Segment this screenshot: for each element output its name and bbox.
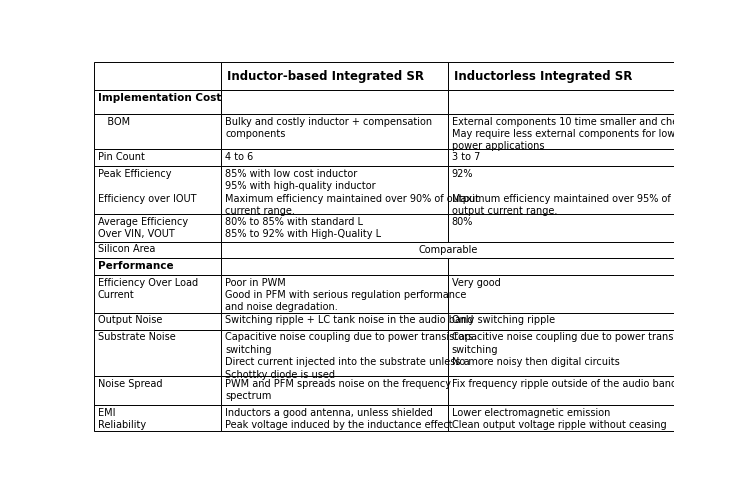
Text: Peak Efficiency

Efficiency over IOUT: Peak Efficiency Efficiency over IOUT [97, 169, 196, 203]
Text: Substrate Noise: Substrate Noise [97, 332, 175, 343]
Text: Implementation Cost: Implementation Cost [97, 93, 221, 103]
Bar [222, 166, 448, 214]
Text: EMI
Reliability: EMI Reliability [97, 407, 146, 430]
Text: 4 to 6: 4 to 6 [225, 152, 254, 162]
Bar [448, 214, 674, 242]
Text: Poor in PWM
Good in PFM with serious regulation performance
and noise degradatio: Poor in PWM Good in PFM with serious reg… [225, 278, 467, 312]
Text: Only switching ripple: Only switching ripple [452, 315, 555, 325]
Bar [448, 258, 674, 275]
Bar [222, 90, 448, 114]
Bar [448, 62, 674, 90]
Text: Lower electromagnetic emission
Clean output voltage ripple without ceasing: Lower electromagnetic emission Clean out… [452, 407, 667, 430]
Bar [222, 275, 448, 313]
Bar [222, 376, 448, 405]
Text: PWM and PFM spreads noise on the frequency
spectrum: PWM and PFM spreads noise on the frequen… [225, 379, 452, 401]
Bar [94, 275, 222, 313]
Bar [448, 376, 674, 405]
Bar [94, 149, 222, 166]
Bar [94, 214, 222, 242]
Text: 80% to 85% with standard L
85% to 92% with High-Quality L: 80% to 85% with standard L 85% to 92% wi… [225, 217, 381, 239]
Bar [94, 90, 222, 114]
Bar [94, 405, 222, 430]
Bar [222, 62, 448, 90]
Bar [222, 114, 448, 149]
Bar [222, 405, 448, 430]
Text: Noise Spread: Noise Spread [97, 379, 163, 388]
Bar [94, 62, 222, 90]
Bar [222, 149, 448, 166]
Bar [94, 166, 222, 214]
Text: Capacitive noise coupling due to power transistors
switching
No more noisy then : Capacitive noise coupling due to power t… [452, 332, 700, 367]
Bar [94, 313, 222, 330]
Text: Inductors a good antenna, unless shielded
Peak voltage induced by the inductance: Inductors a good antenna, unless shielde… [225, 407, 453, 430]
Text: Comparable: Comparable [418, 245, 477, 255]
Bar [222, 258, 448, 275]
Bar [94, 330, 222, 376]
Bar [94, 376, 222, 405]
Bar [448, 166, 674, 214]
Text: Very good: Very good [452, 278, 500, 288]
Bar [448, 90, 674, 114]
Text: BOM: BOM [97, 117, 130, 126]
Text: Silicon Area: Silicon Area [97, 244, 155, 254]
Bar [222, 242, 674, 258]
Bar [448, 275, 674, 313]
Text: Capacitive noise coupling due to power transistors
switching
Direct current inje: Capacitive noise coupling due to power t… [225, 332, 473, 380]
Bar [448, 405, 674, 430]
Text: 3 to 7: 3 to 7 [452, 152, 480, 162]
Text: Inductorless Integrated SR: Inductorless Integrated SR [453, 70, 632, 83]
Bar [448, 114, 674, 149]
Bar [222, 330, 448, 376]
Text: Fix frequency ripple outside of the audio band: Fix frequency ripple outside of the audi… [452, 379, 677, 388]
Text: Efficiency Over Load
Current: Efficiency Over Load Current [97, 278, 198, 300]
Bar [94, 114, 222, 149]
Text: Bulky and costly inductor + compensation
components: Bulky and costly inductor + compensation… [225, 117, 432, 139]
Text: Inductor-based Integrated SR: Inductor-based Integrated SR [227, 70, 424, 83]
Text: Switching ripple + LC tank noise in the audio band: Switching ripple + LC tank noise in the … [225, 315, 474, 325]
Text: Pin Count: Pin Count [97, 152, 145, 162]
Text: Average Efficiency
Over VIN, VOUT: Average Efficiency Over VIN, VOUT [97, 217, 188, 239]
Bar [222, 214, 448, 242]
Bar [448, 313, 674, 330]
Bar [448, 330, 674, 376]
Bar [222, 313, 448, 330]
Bar [94, 242, 222, 258]
Bar [94, 258, 222, 275]
Text: 85% with low cost inductor
95% with high-quality inductor
Maximum efficiency mai: 85% with low cost inductor 95% with high… [225, 169, 479, 216]
Text: External components 10 time smaller and cheaper.
May require less external compo: External components 10 time smaller and … [452, 117, 703, 151]
Text: 80%: 80% [452, 217, 473, 226]
Text: 92%

Maximum efficiency maintained over 95% of
output current range.: 92% Maximum efficiency maintained over 9… [452, 169, 670, 216]
Bar [448, 149, 674, 166]
Text: Output Noise: Output Noise [97, 315, 162, 325]
Text: Performance: Performance [97, 261, 173, 271]
